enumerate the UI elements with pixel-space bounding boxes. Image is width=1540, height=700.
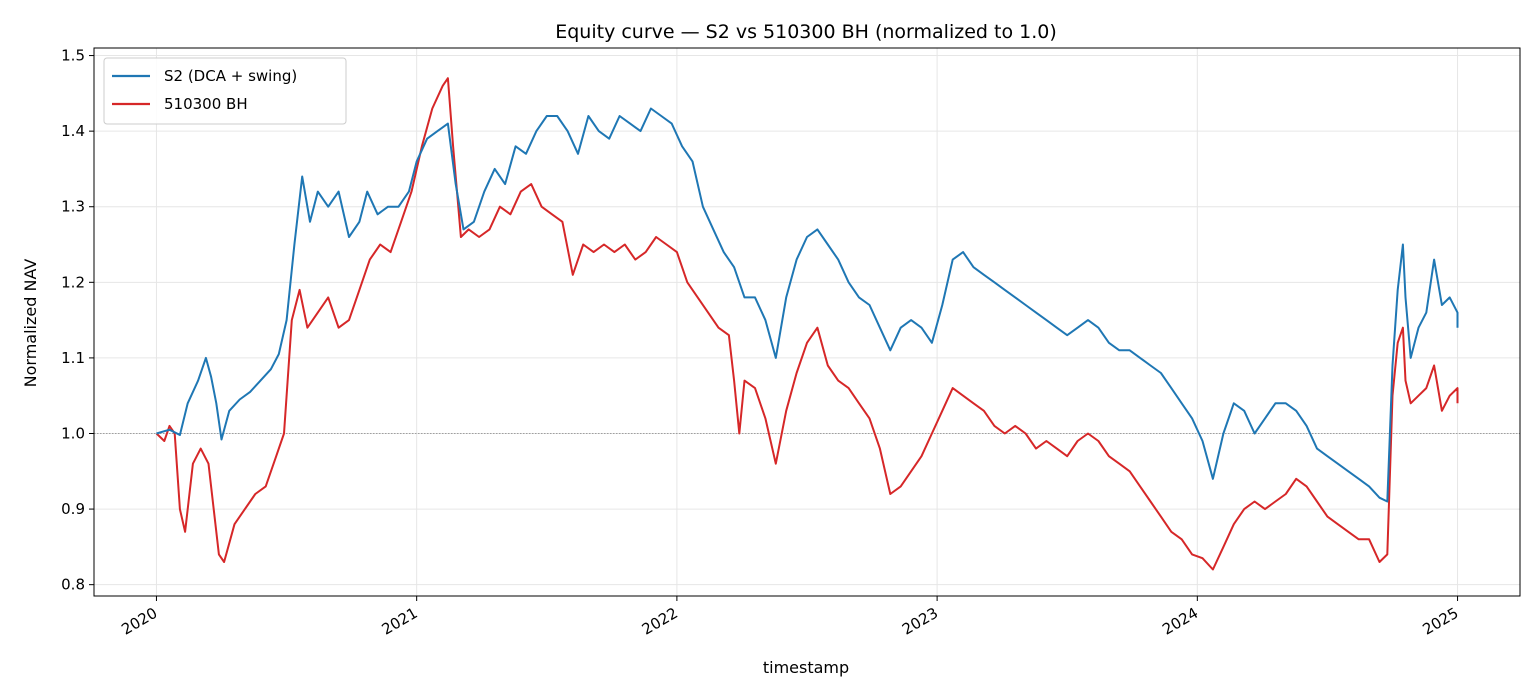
y-tick-label: 1.1 xyxy=(61,349,85,367)
x-axis-label: timestamp xyxy=(763,658,849,677)
y-axis-label: Normalized NAV xyxy=(21,259,40,388)
x-tick-label: 2023 xyxy=(899,604,941,639)
x-tick-label: 2020 xyxy=(118,604,160,639)
y-tick-label: 1.3 xyxy=(61,198,85,216)
legend: S2 (DCA + swing) 510300 BH xyxy=(103,57,347,125)
legend-label: 510300 BH xyxy=(164,95,248,113)
y-tick-label: 1.4 xyxy=(61,122,85,140)
y-tick-label: 0.8 xyxy=(61,576,85,594)
x-tick-label: 2024 xyxy=(1159,604,1201,639)
x-tick-label: 2025 xyxy=(1419,604,1461,639)
chart-title: Equity curve — S2 vs 510300 BH (normaliz… xyxy=(555,21,1057,43)
y-tick-label: 1.5 xyxy=(61,47,85,65)
grid xyxy=(94,48,1520,596)
y-tick-label: 0.9 xyxy=(61,500,85,518)
y-axis-ticks: 0.8 0.9 1.0 1.1 1.2 1.3 1.4 1.5 xyxy=(61,47,94,594)
plot-frame xyxy=(93,47,1521,597)
x-tick-label: 2022 xyxy=(639,604,681,639)
series-layer xyxy=(155,77,1459,571)
series-line-510300-bh xyxy=(155,77,1459,571)
y-tick-label: 1.2 xyxy=(61,273,85,291)
y-tick-label: 1.0 xyxy=(61,424,85,442)
x-tick-label: 2021 xyxy=(379,604,421,639)
legend-label: S2 (DCA + swing) xyxy=(164,67,297,85)
series-line-s2-dca-swing xyxy=(156,107,1459,503)
legend-box xyxy=(103,57,347,125)
x-axis-ticks: 2020 2021 2022 2023 2024 2025 xyxy=(118,596,1462,639)
